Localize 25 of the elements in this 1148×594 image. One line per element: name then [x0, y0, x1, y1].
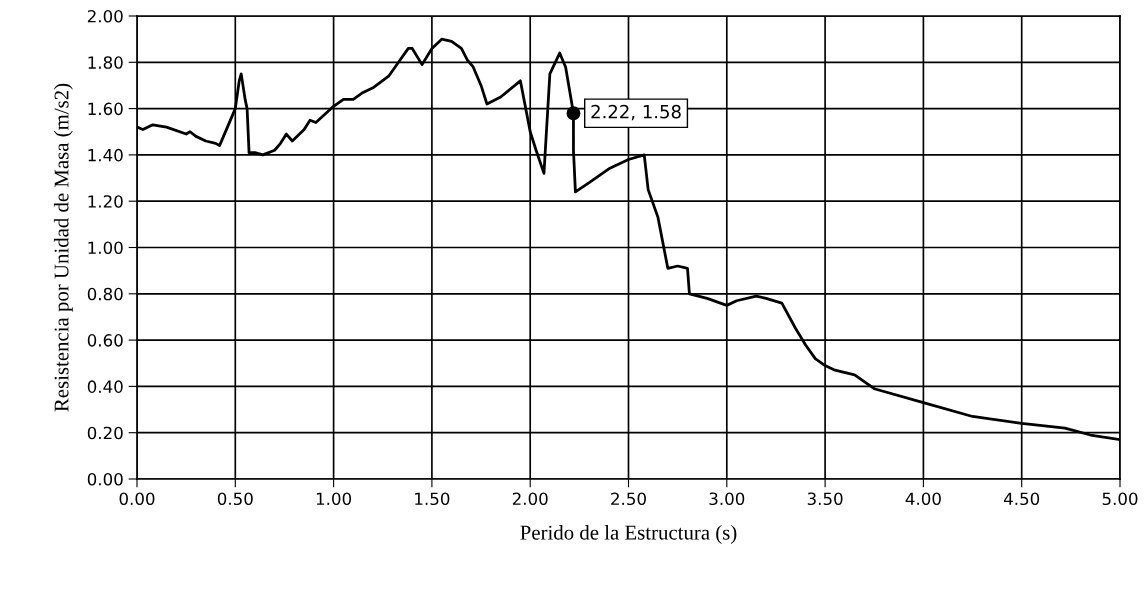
- y-tick-label: 0.40: [87, 380, 123, 393]
- y-tick-label: 1.00: [88, 241, 123, 255]
- x-tick-label: 1.50: [415, 492, 450, 506]
- y-tick-label: 0.80: [87, 287, 123, 301]
- annotation: 2.22, 1.58: [591, 104, 681, 121]
- x-tick-label: 1.00: [316, 492, 352, 506]
- x-tick-label: 3.50: [807, 492, 843, 506]
- x-tick-label: 0.00: [119, 492, 155, 506]
- y-tick-label: 1.60: [88, 102, 123, 116]
- y-tick-label: 2.00: [87, 9, 123, 23]
- x-tick-label: 2.50: [611, 492, 646, 506]
- y-tick-label: 0.00: [87, 472, 123, 486]
- y-axis-title: Resistencia por Unidad de Masa (m/s2): [53, 83, 73, 412]
- y-tick-label: 1.40: [88, 148, 123, 162]
- y-tick-label: 0.60: [87, 334, 123, 347]
- x-tick-label: 3.00: [709, 492, 745, 506]
- x-tick-label: 4.00: [905, 492, 941, 506]
- x-tick-label: 4.50: [1003, 492, 1040, 506]
- x-tick-label: 5.00: [1102, 492, 1138, 506]
- x-tick-label: 0.50: [217, 492, 253, 506]
- y-tick-label: 1.80: [88, 56, 123, 69]
- x-tick-label: 2.00: [512, 492, 548, 506]
- y-tick-label: 1.20: [88, 195, 123, 208]
- y-tick-label: 0.20: [87, 426, 123, 440]
- x-axis-title: Perido de la Estructura (s): [520, 524, 737, 544]
